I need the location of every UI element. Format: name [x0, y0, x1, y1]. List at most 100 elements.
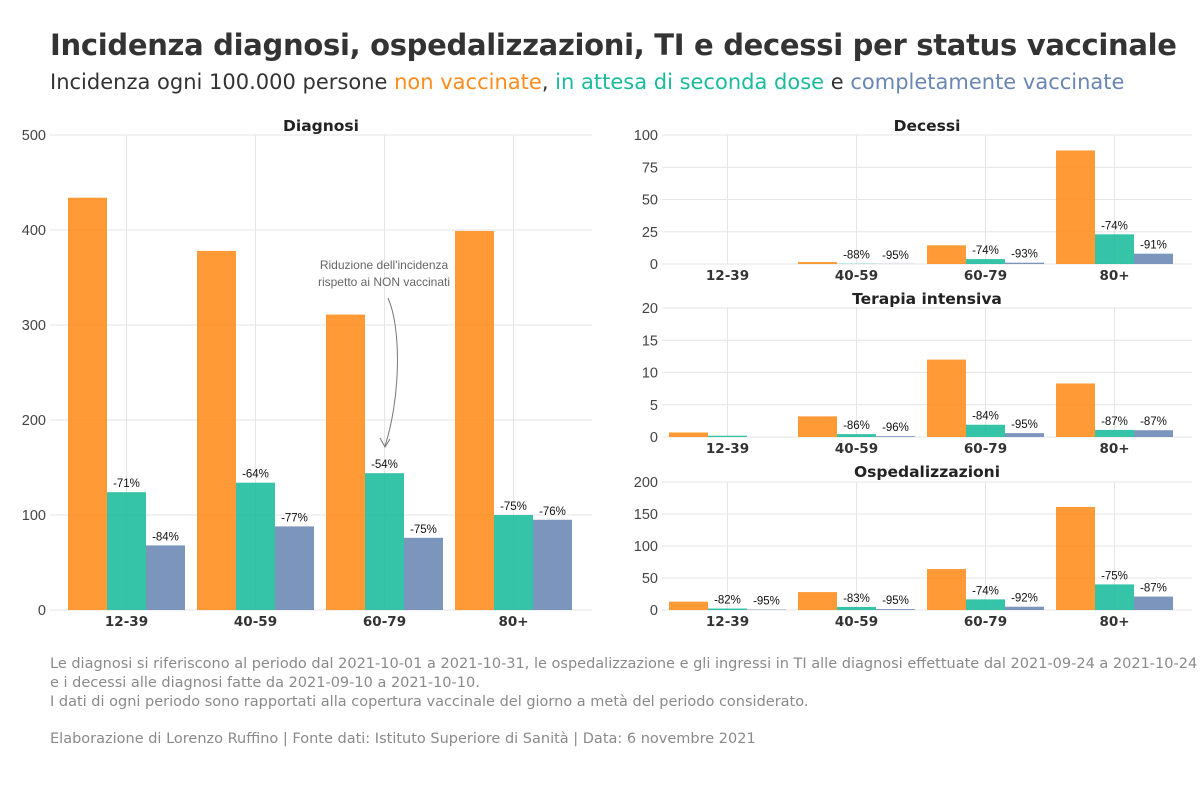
data-label: -84% — [972, 411, 999, 423]
bar-partial-80+ — [1095, 234, 1134, 264]
subtitle-separator: , — [541, 70, 556, 94]
x-tick-label: 40-59 — [835, 441, 878, 457]
bar-full-60-79 — [404, 537, 443, 610]
footnote-line: e i decessi alle diagnosi fatte da 2021-… — [50, 675, 480, 691]
subtitle-prefix: Incidenza ogni 100.000 persone — [50, 70, 395, 94]
bar-partial-40-59 — [837, 434, 876, 437]
footnotes: Le diagnosi si riferiscono al periodo da… — [50, 655, 1197, 712]
bar-unvaccinated-80+ — [1056, 506, 1095, 610]
y-tick-label: 10 — [642, 366, 658, 382]
x-tick-label: 40-59 — [234, 614, 277, 630]
data-label: -71% — [113, 478, 140, 490]
bar-unvaccinated-12-39 — [68, 197, 107, 610]
bar-unvaccinated-40-59 — [197, 250, 236, 610]
y-tick-label: 400 — [22, 223, 46, 239]
chart-panel-terapia-intensiva: 0 5 10 15 20 Terapia intensiva -86% -84% -87% -96… — [642, 290, 1192, 457]
y-tick-label: 0 — [650, 430, 658, 446]
bar-full-60-79 — [1005, 606, 1044, 610]
data-label: -93% — [1011, 249, 1038, 261]
footnote-line: Le diagnosi si riferiscono al periodo da… — [50, 656, 1198, 672]
y-tick-label: 5 — [650, 398, 658, 414]
y-tick-label: 20 — [642, 301, 658, 317]
data-label: -74% — [972, 245, 999, 257]
y-tick-label: 15 — [642, 333, 658, 349]
bar-full-80+ — [1134, 430, 1173, 437]
y-tick-label: 100 — [22, 508, 46, 524]
data-label: -76% — [539, 506, 566, 518]
data-label: -83% — [843, 593, 870, 605]
bar-full-60-79 — [1005, 262, 1044, 264]
x-tick-label: 80+ — [498, 614, 528, 630]
data-label: -86% — [843, 420, 870, 432]
y-tick-label: 100 — [634, 128, 658, 144]
y-tick-label: 500 — [22, 128, 46, 144]
data-label: -95% — [753, 596, 780, 608]
data-label: -87% — [1140, 416, 1167, 428]
y-tick-label: 300 — [22, 318, 46, 334]
x-tick-label: 60-79 — [964, 614, 1007, 630]
bar-unvaccinated-80+ — [455, 230, 494, 610]
y-tick-label: 75 — [642, 160, 658, 176]
x-tick-label: 80+ — [1099, 614, 1129, 630]
bar-unvaccinated-40-59 — [798, 262, 837, 264]
bar-partial-12-39 — [107, 492, 146, 610]
data-label: -87% — [1101, 416, 1128, 428]
y-tick-label: 0 — [38, 603, 46, 619]
bar-full-12-39 — [146, 545, 185, 610]
data-label: -74% — [1101, 220, 1128, 232]
y-tick-label: 50 — [642, 571, 658, 587]
y-tick-label: 150 — [634, 507, 658, 523]
chart-panel-decessi: 0 25 50 75 100 Decessi -88% -74% -74% -95% -93% -91… — [634, 117, 1192, 284]
credits: Elaborazione di Lorenzo Ruffino | Fonte … — [50, 731, 756, 747]
data-label: -95% — [882, 595, 909, 607]
y-tick-label: 25 — [642, 225, 658, 241]
legend-unvaccinated: non vaccinate — [394, 70, 542, 94]
data-label: -95% — [1011, 419, 1038, 431]
x-tick-label: 12-39 — [706, 614, 749, 630]
data-label: -82% — [714, 595, 741, 607]
bar-partial-40-59 — [837, 606, 876, 610]
x-tick-label: 60-79 — [964, 441, 1007, 457]
data-label: -75% — [410, 524, 437, 536]
footnote-line: I dati di ogni periodo sono rapportati a… — [50, 694, 809, 710]
bar-full-40-59 — [876, 609, 915, 610]
x-tick-label: 60-79 — [363, 614, 406, 630]
bar-partial-12-39 — [708, 608, 747, 610]
bar-full-80+ — [1134, 596, 1173, 610]
subtitle-separator: e — [824, 70, 851, 94]
bar-partial-40-59 — [236, 482, 275, 610]
annotation-text: rispetto ai NON vaccinati — [318, 275, 450, 289]
y-tick-label: 200 — [634, 475, 658, 491]
data-label: -92% — [1011, 593, 1038, 605]
x-tick-label: 80+ — [1099, 268, 1129, 284]
bar-partial-12-39 — [708, 435, 747, 437]
panel-title: Decessi — [894, 117, 961, 135]
bar-unvaccinated-80+ — [1056, 150, 1095, 264]
bar-unvaccinated-40-59 — [798, 416, 837, 437]
data-label: -77% — [281, 512, 308, 524]
data-label: -75% — [500, 501, 527, 513]
x-tick-label: 12-39 — [706, 268, 749, 284]
y-tick-label: 100 — [634, 539, 658, 555]
panel-title: Ospedalizzazioni — [854, 463, 1000, 481]
x-tick-label: 40-59 — [835, 614, 878, 630]
bar-unvaccinated-12-39 — [669, 601, 708, 610]
panel-title: Terapia intensiva — [852, 290, 1002, 308]
bar-partial-80+ — [1095, 584, 1134, 610]
bar-partial-80+ — [1095, 429, 1134, 437]
legend-full: completamente vaccinate — [850, 70, 1125, 94]
chart-subtitle: Incidenza ogni 100.000 persone non vacci… — [50, 70, 1124, 94]
y-tick-label: 0 — [650, 257, 658, 273]
bar-unvaccinated-12-39 — [669, 432, 708, 437]
annotation-text: Riduzione dell'incidenza — [320, 258, 449, 272]
bar-unvaccinated-40-59 — [798, 592, 837, 610]
panel-title: Diagnosi — [283, 117, 359, 135]
x-tick-label: 12-39 — [105, 614, 148, 630]
bar-full-40-59 — [275, 526, 314, 610]
annotation-arrowhead — [379, 437, 391, 448]
x-tick-label: 80+ — [1099, 441, 1129, 457]
y-tick-label: 0 — [650, 603, 658, 619]
x-tick-label: 40-59 — [835, 268, 878, 284]
data-label: -74% — [972, 585, 999, 597]
